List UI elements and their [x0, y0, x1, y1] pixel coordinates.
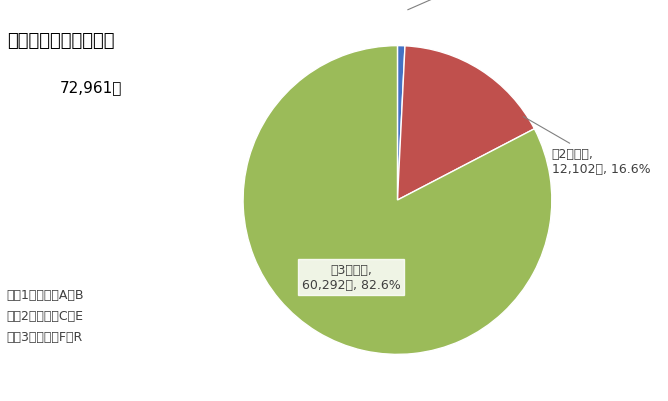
Text: ・第1次産業：A～B
・第2次産業：C～E
・第3次産業：F～R: ・第1次産業：A～B ・第2次産業：C～E ・第3次産業：F～R: [7, 289, 84, 344]
Text: 産業別従業者数・割合: 産業別従業者数・割合: [7, 32, 114, 50]
Wedge shape: [243, 47, 552, 354]
Text: 第3次産業,
60,292人, 82.6%: 第3次産業, 60,292人, 82.6%: [302, 263, 401, 292]
Wedge shape: [397, 47, 405, 200]
Wedge shape: [397, 47, 534, 200]
Text: 第2次産業,
12,102人, 16.6%: 第2次産業, 12,102人, 16.6%: [523, 117, 651, 176]
Text: 第1次産業, 567人,
0.8%: 第1次産業, 567人, 0.8%: [407, 0, 525, 11]
Text: 72,961人: 72,961人: [60, 80, 122, 95]
